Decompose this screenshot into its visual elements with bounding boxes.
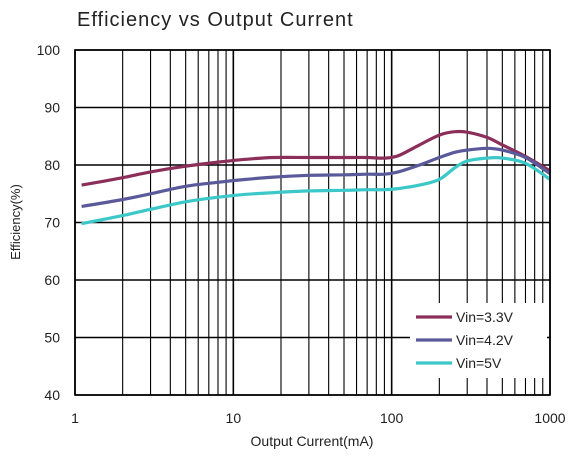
legend-label: Vin=3.3V <box>456 309 514 325</box>
series-line <box>81 129 551 187</box>
series-lines <box>81 129 551 226</box>
x-tick-label: 100 <box>380 410 404 426</box>
y-tick-label: 50 <box>44 330 60 346</box>
series-line <box>81 146 551 208</box>
x-tick-label: 10 <box>226 410 242 426</box>
x-axis-label: Output Current(mA) <box>251 433 374 449</box>
chart-title: Efficiency vs Output Current <box>77 9 354 31</box>
series-line <box>81 155 551 226</box>
y-tick-label: 40 <box>44 387 60 403</box>
y-tick-label: 70 <box>44 215 60 231</box>
y-tick-label: 60 <box>44 272 60 288</box>
x-tick-label: 1000 <box>534 410 565 426</box>
y-tick-label: 90 <box>44 100 60 116</box>
legend-label: Vin=4.2V <box>456 332 514 348</box>
y-axis-label: Efficiency(%) <box>8 184 23 260</box>
x-tick-label: 1 <box>71 410 79 426</box>
legend: Vin=3.3V Vin=4.2V Vin=5V <box>410 303 547 378</box>
y-tick-label: 100 <box>37 42 61 58</box>
plot-frame <box>74 49 551 396</box>
y-tick-label: 80 <box>44 157 60 173</box>
legend-label: Vin=5V <box>456 355 502 371</box>
